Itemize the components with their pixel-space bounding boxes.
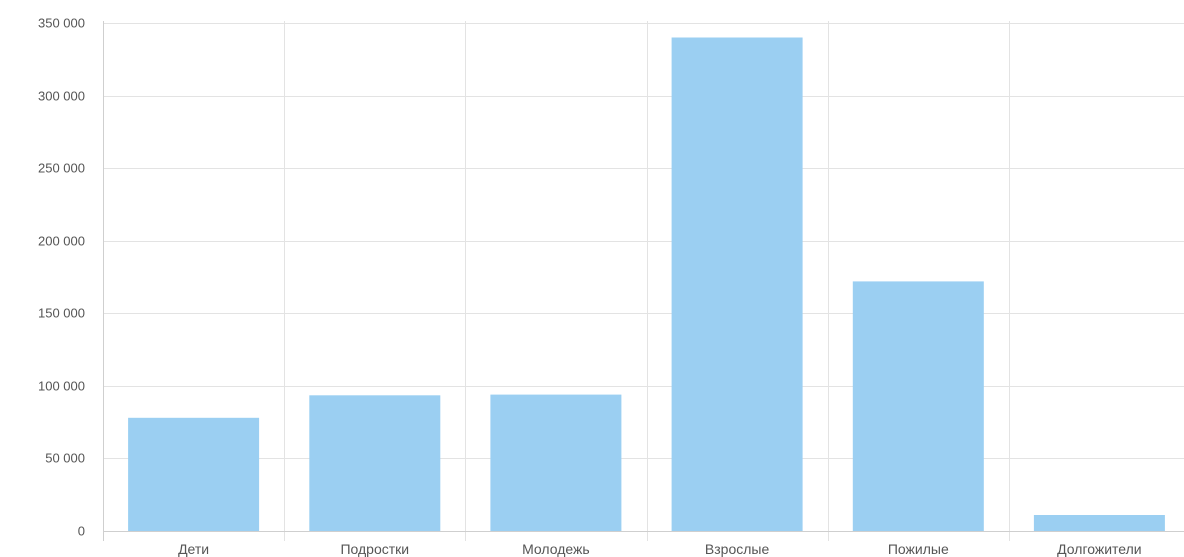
gridlines <box>103 21 1184 541</box>
bar[interactable] <box>490 394 622 531</box>
y-tick-label: 100 000 <box>38 379 85 394</box>
bars <box>128 37 1165 532</box>
x-tick-label: Взрослые <box>705 541 770 557</box>
x-tick-label: Дети <box>178 541 209 557</box>
y-tick-label: 250 000 <box>38 161 85 176</box>
bar[interactable] <box>128 417 260 531</box>
bar[interactable] <box>1033 515 1165 531</box>
x-tick-label: Подростки <box>340 541 409 557</box>
x-tick-label: Долгожители <box>1057 541 1141 557</box>
y-tick-label: 0 <box>78 524 85 539</box>
y-tick-label: 200 000 <box>38 234 85 249</box>
y-tick-label: 50 000 <box>45 451 85 466</box>
y-tick-label: 150 000 <box>38 306 85 321</box>
x-tick-labels: Дети Подростки Молодежь Взрослые Пожилые Долг… <box>178 541 1142 557</box>
bar[interactable] <box>309 395 441 531</box>
x-tick-label: Молодежь <box>522 541 590 557</box>
bar[interactable] <box>852 281 984 531</box>
y-tick-label: 300 000 <box>38 89 85 104</box>
bar[interactable] <box>671 37 803 532</box>
y-tick-label: 350 000 <box>38 16 85 31</box>
axes <box>103 21 1184 541</box>
y-tick-labels: 0 50 000 100 000 150 000 200 000 250 000 300 0… <box>38 16 85 539</box>
x-tick-label: Пожилые <box>888 541 949 557</box>
